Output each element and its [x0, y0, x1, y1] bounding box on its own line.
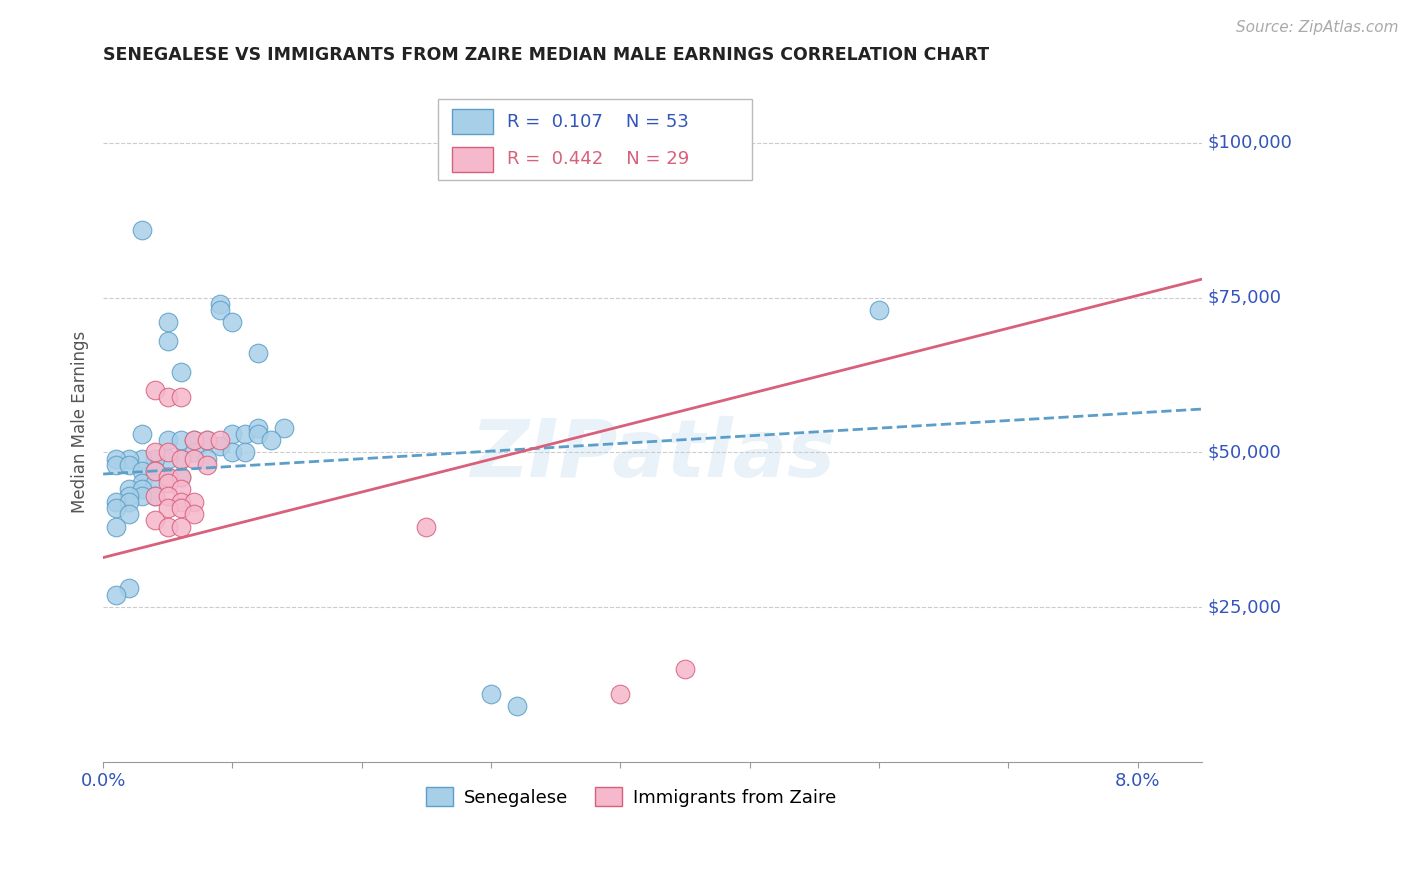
Point — [183, 451, 205, 466]
Point — [221, 315, 243, 329]
Text: ZIPatlas: ZIPatlas — [470, 417, 835, 494]
Point — [273, 420, 295, 434]
Point — [170, 451, 193, 466]
Point — [221, 426, 243, 441]
Point — [156, 445, 179, 459]
Point — [143, 464, 166, 478]
Point — [195, 451, 218, 466]
Point — [131, 489, 153, 503]
Point — [221, 445, 243, 459]
Point — [247, 420, 270, 434]
Point — [170, 451, 193, 466]
Y-axis label: Median Male Earnings: Median Male Earnings — [72, 330, 89, 513]
Point — [131, 222, 153, 236]
Point — [208, 433, 231, 447]
Point — [195, 433, 218, 447]
Point — [170, 390, 193, 404]
Point — [156, 489, 179, 503]
Point — [118, 458, 141, 472]
Point — [195, 458, 218, 472]
Point — [143, 489, 166, 503]
Point — [673, 662, 696, 676]
Point — [143, 445, 166, 459]
Point — [183, 508, 205, 522]
Point — [156, 451, 179, 466]
Point — [118, 489, 141, 503]
Point — [105, 588, 128, 602]
Point — [479, 687, 502, 701]
FancyBboxPatch shape — [451, 110, 494, 134]
Point — [183, 445, 205, 459]
Point — [183, 495, 205, 509]
FancyBboxPatch shape — [439, 99, 752, 180]
Point — [183, 433, 205, 447]
Point — [609, 687, 631, 701]
Point — [208, 439, 231, 453]
Point — [105, 495, 128, 509]
Point — [506, 699, 529, 714]
Point — [105, 458, 128, 472]
Point — [170, 470, 193, 484]
Point — [143, 451, 166, 466]
Point — [131, 464, 153, 478]
Point — [118, 508, 141, 522]
Point — [170, 433, 193, 447]
Point — [143, 384, 166, 398]
Point — [143, 476, 166, 491]
Text: $100,000: $100,000 — [1208, 134, 1292, 152]
Text: SENEGALESE VS IMMIGRANTS FROM ZAIRE MEDIAN MALE EARNINGS CORRELATION CHART: SENEGALESE VS IMMIGRANTS FROM ZAIRE MEDI… — [103, 46, 990, 64]
Point — [260, 433, 283, 447]
Point — [156, 334, 179, 348]
Point — [170, 501, 193, 516]
Point — [156, 519, 179, 533]
Text: $50,000: $50,000 — [1208, 443, 1281, 461]
Text: R =  0.442    N = 29: R = 0.442 N = 29 — [506, 151, 689, 169]
Point — [208, 297, 231, 311]
Point — [170, 365, 193, 379]
Text: $75,000: $75,000 — [1208, 289, 1282, 307]
Point — [868, 303, 890, 318]
Point — [131, 476, 153, 491]
Point — [118, 451, 141, 466]
Point — [156, 476, 179, 491]
Point — [156, 470, 179, 484]
Point — [156, 501, 179, 516]
Point — [208, 303, 231, 318]
Text: Source: ZipAtlas.com: Source: ZipAtlas.com — [1236, 20, 1399, 35]
Point — [105, 451, 128, 466]
Point — [143, 489, 166, 503]
Point — [156, 433, 179, 447]
Point — [118, 582, 141, 596]
Point — [247, 426, 270, 441]
Point — [235, 445, 257, 459]
Point — [156, 390, 179, 404]
Point — [170, 483, 193, 497]
Point — [235, 426, 257, 441]
Point — [131, 426, 153, 441]
Point — [170, 470, 193, 484]
Point — [156, 315, 179, 329]
Point — [105, 501, 128, 516]
Point — [143, 464, 166, 478]
FancyBboxPatch shape — [451, 147, 494, 172]
Point — [170, 519, 193, 533]
Point — [118, 495, 141, 509]
Point — [195, 433, 218, 447]
Legend: Senegalese, Immigrants from Zaire: Senegalese, Immigrants from Zaire — [418, 780, 844, 814]
Point — [415, 519, 437, 533]
Text: $25,000: $25,000 — [1208, 598, 1282, 616]
Point — [143, 513, 166, 527]
Text: R =  0.107    N = 53: R = 0.107 N = 53 — [506, 112, 689, 131]
Point — [131, 483, 153, 497]
Point — [183, 433, 205, 447]
Point — [170, 495, 193, 509]
Point — [131, 451, 153, 466]
Point — [156, 470, 179, 484]
Point — [247, 346, 270, 360]
Point — [105, 519, 128, 533]
Point — [118, 483, 141, 497]
